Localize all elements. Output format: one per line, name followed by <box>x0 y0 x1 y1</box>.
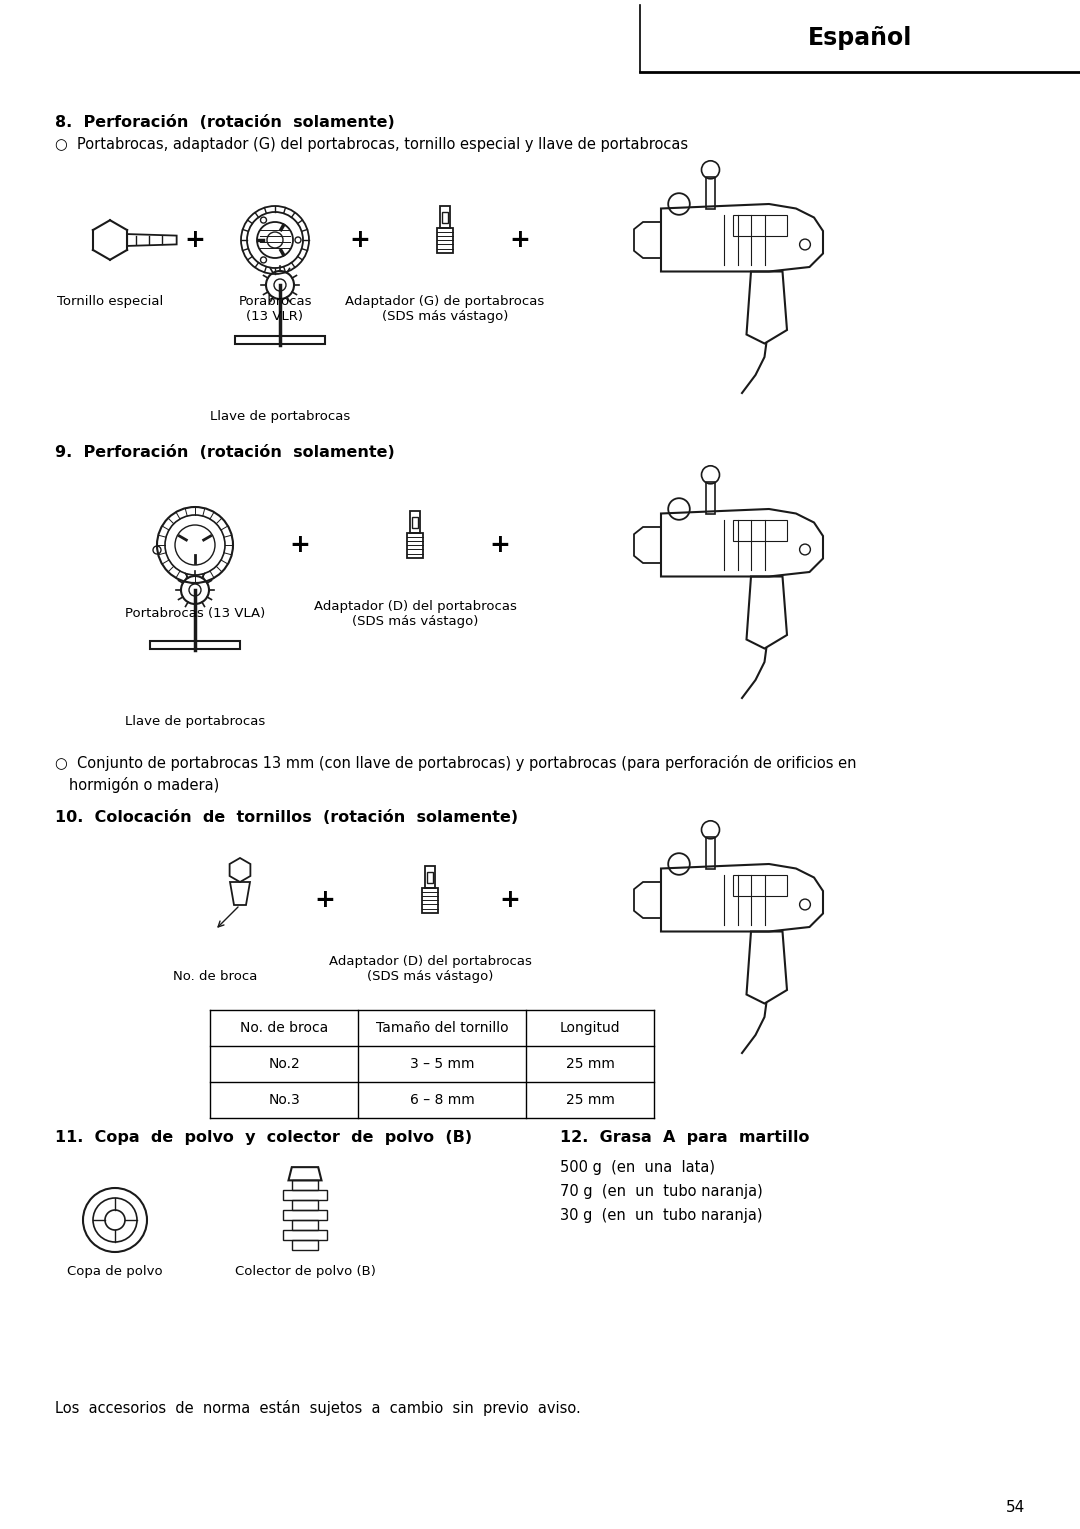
Text: Adaptador (G) de portabrocas
(SDS más vástago): Adaptador (G) de portabrocas (SDS más vá… <box>346 295 544 323</box>
Text: +: + <box>185 228 205 252</box>
Text: 70 g  (en  un  tubo naranja): 70 g (en un tubo naranja) <box>561 1183 762 1199</box>
Text: +: + <box>500 888 521 911</box>
Text: No. de broca: No. de broca <box>240 1021 328 1035</box>
Text: Los  accesorios  de  norma  están  sujetos  a  cambio  sin  previo  aviso.: Los accesorios de norma están sujetos a … <box>55 1401 581 1416</box>
Text: Llave de portabrocas: Llave de portabrocas <box>210 410 350 424</box>
Text: Llave de portabrocas: Llave de portabrocas <box>125 716 265 728</box>
Text: +: + <box>314 888 336 911</box>
Text: +: + <box>510 228 530 252</box>
Text: No.2: No.2 <box>268 1057 300 1070</box>
Text: hormigón o madera): hormigón o madera) <box>55 777 219 794</box>
Text: Adaptador (D) del portabrocas
(SDS más vástago): Adaptador (D) del portabrocas (SDS más v… <box>328 956 531 983</box>
Text: Tornillo especial: Tornillo especial <box>57 295 163 307</box>
Text: 30 g  (en  un  tubo naranja): 30 g (en un tubo naranja) <box>561 1208 762 1223</box>
Text: 25 mm: 25 mm <box>566 1057 615 1070</box>
Text: Español: Español <box>808 26 913 50</box>
Text: Porabrocas
(13 VLR): Porabrocas (13 VLR) <box>239 295 312 323</box>
Text: ○  Conjunto de portabrocas 13 mm (con llave de portabrocas) y portabrocas (para : ○ Conjunto de portabrocas 13 mm (con lla… <box>55 755 856 771</box>
Text: +: + <box>350 228 370 252</box>
Text: Tamaño del tornillo: Tamaño del tornillo <box>376 1021 509 1035</box>
Text: 54: 54 <box>1005 1500 1025 1515</box>
Text: Portabrocas (13 VLA): Portabrocas (13 VLA) <box>125 607 265 619</box>
Text: Longitud: Longitud <box>559 1021 620 1035</box>
Text: Copa de polvo: Copa de polvo <box>67 1264 163 1278</box>
Text: 8.  Perforación  (rotación  solamente): 8. Perforación (rotación solamente) <box>55 115 395 130</box>
Text: 3 – 5 mm: 3 – 5 mm <box>409 1057 474 1070</box>
Text: No.3: No.3 <box>268 1093 300 1107</box>
Text: 6 – 8 mm: 6 – 8 mm <box>409 1093 474 1107</box>
Text: 9.  Perforación  (rotación  solamente): 9. Perforación (rotación solamente) <box>55 445 395 460</box>
Text: 25 mm: 25 mm <box>566 1093 615 1107</box>
Text: 12.  Grasa  A  para  martillo: 12. Grasa A para martillo <box>561 1130 810 1145</box>
Text: No. de broca: No. de broca <box>173 969 257 983</box>
Text: Colector de polvo (B): Colector de polvo (B) <box>234 1264 376 1278</box>
Text: +: + <box>289 534 310 557</box>
Text: ○  Portabrocas, adaptador (G) del portabrocas, tornillo especial y llave de port: ○ Portabrocas, adaptador (G) del portabr… <box>55 138 688 151</box>
Text: 11.  Copa  de  polvo  y  colector  de  polvo  (B): 11. Copa de polvo y colector de polvo (B… <box>55 1130 472 1145</box>
Text: 10.  Colocación  de  tornillos  (rotación  solamente): 10. Colocación de tornillos (rotación so… <box>55 810 518 826</box>
Text: +: + <box>489 534 511 557</box>
Text: Adaptador (D) del portabrocas
(SDS más vástago): Adaptador (D) del portabrocas (SDS más v… <box>313 599 516 628</box>
Text: 500 g  (en  una  lata): 500 g (en una lata) <box>561 1161 715 1174</box>
